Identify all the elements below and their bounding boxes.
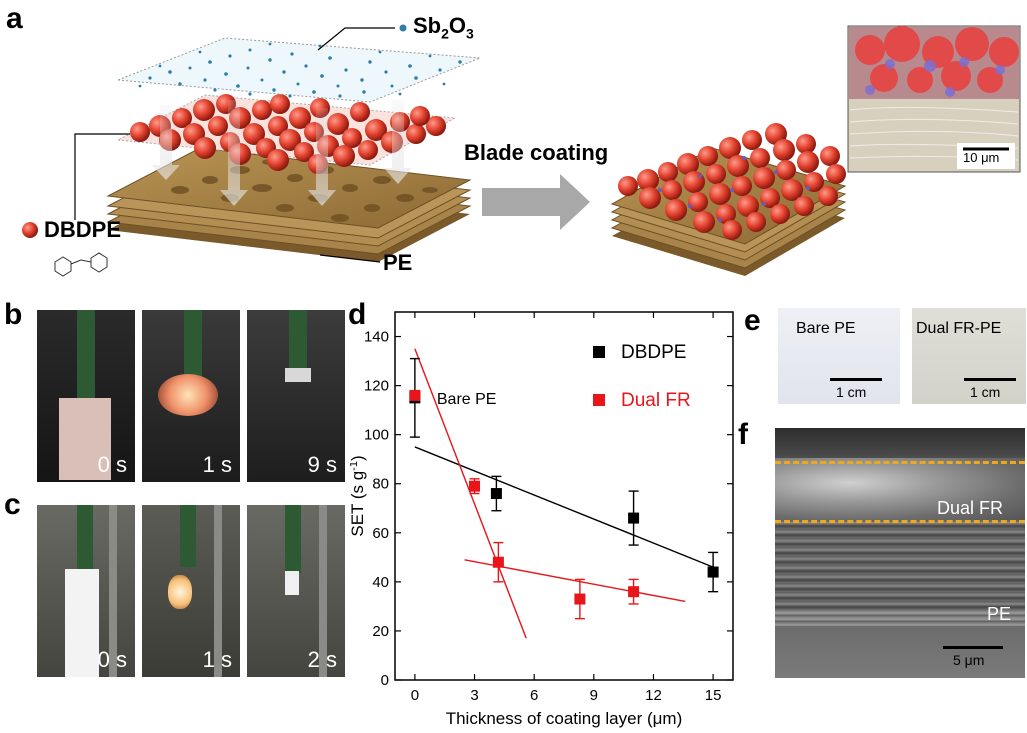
dbdpe-legend-ball (22, 222, 38, 238)
scale-bar-label: 1 cm (970, 384, 1001, 400)
bare-pe-photo: Bare PE 1 cm (778, 308, 900, 404)
burn-photo-c-0: 0 s (37, 505, 135, 677)
legend-marker (593, 394, 605, 406)
x-tick-label: 9 (590, 687, 598, 704)
plot-frame (394, 311, 734, 681)
dual-fr-pe-label: Dual FR-PE (916, 320, 1002, 337)
time-label: 9 s (307, 452, 337, 477)
dual-fr-layer-label: Dual FR (937, 498, 1004, 518)
burn-photo-c-1: 1 s (142, 505, 240, 677)
x-tick-label: 15 (705, 687, 722, 704)
data-point-dual-fr (469, 480, 481, 492)
data-point-dual-fr (409, 389, 421, 401)
x-axis-label: Thickness of coating layer (μm) (446, 709, 683, 728)
fit-line-dbdpe (414, 446, 714, 568)
legend-label: Dual FR (621, 390, 691, 411)
coated-particle-layer (618, 123, 846, 240)
scale-bar (943, 646, 1003, 649)
data-point-dbdpe (707, 566, 719, 578)
pe-layer-label: PE (987, 604, 1012, 624)
data-point-dual-fr (574, 593, 586, 605)
dual-fr-pe-photo: Dual FR-PE 1 cm (912, 308, 1026, 404)
panel-a-illustration (22, 24, 1021, 277)
y-tick-label: 100 (364, 427, 389, 444)
scale-bar-label: 5 μm (953, 652, 985, 668)
panel-letter-a: a (6, 2, 23, 35)
legend-marker (593, 346, 605, 358)
data-point-dbdpe (628, 512, 640, 524)
layer-boundary-top (775, 461, 1025, 464)
time-label: 2 s (307, 647, 337, 672)
burn-photo-b-2: 9 s (247, 310, 345, 482)
layer-boundary-bottom (775, 520, 1025, 523)
panel-letter-c: c (4, 488, 21, 521)
burn-photo-c-2: 2 s (247, 505, 345, 677)
y-axis-label: SET (s g-1) (350, 455, 367, 536)
time-label: 0 s (97, 452, 127, 477)
sem-inset-image (847, 25, 1021, 173)
panel-letter-d: d (348, 298, 367, 331)
dbdpe-molecule-icon (54, 252, 108, 277)
x-tick-label: 12 (645, 687, 662, 704)
panel-letter-e: e (744, 304, 761, 337)
data-point-dual-fr (628, 586, 640, 598)
y-tick-label: 60 (372, 525, 389, 542)
panel-letter-f: f (738, 418, 748, 451)
deposition-arrows (152, 100, 412, 206)
sb2o3-legend-dot (399, 24, 407, 32)
data-point-dual-fr (492, 556, 504, 568)
scale-bar-label: 1 cm (836, 384, 867, 400)
y-tick-label: 80 (372, 476, 389, 493)
bare-pe-label: Bare PE (796, 320, 856, 337)
burn-photo-b-1: 1 s (142, 310, 240, 482)
data-point-dbdpe (490, 488, 502, 500)
x-tick-label: 0 (411, 687, 419, 704)
x-tick-label: 3 (470, 687, 478, 704)
panel-letter-b: b (4, 298, 23, 331)
burn-photo-b-0: 0 s (37, 310, 135, 482)
sb2o3-layer (117, 37, 481, 103)
pe-label: PE (383, 250, 413, 275)
scale-bar (964, 378, 1016, 381)
sb2o3-label: Sb2O3 (413, 13, 474, 42)
annotation-bare-pe: Bare PE (437, 391, 497, 408)
y-tick-label: 20 (372, 623, 389, 640)
time-label: 1 s (202, 647, 232, 672)
y-tick-label: 40 (372, 574, 389, 591)
sem-inset-scale-label: 10 μm (963, 150, 1000, 165)
time-label: 0 s (97, 647, 127, 672)
dbdpe-label: DBDPE (44, 217, 122, 242)
scale-bar (830, 378, 882, 381)
cross-section-sem-image: Dual FR PE 5 μm (775, 428, 1025, 678)
process-arrow (482, 174, 590, 230)
x-tick-label: 6 (530, 687, 538, 704)
legend-label: DBDPE (621, 342, 686, 363)
set-vs-thickness-chart: 0 20 40 60 80 100 120 140 0 3 6 9 12 15 Thickness of c… (350, 311, 734, 728)
y-tick-label: 140 (364, 329, 389, 346)
y-tick-label: 0 (381, 672, 389, 689)
time-label: 1 s (202, 452, 232, 477)
y-tick-label: 120 (364, 378, 389, 395)
process-label: Blade coating (464, 140, 609, 165)
